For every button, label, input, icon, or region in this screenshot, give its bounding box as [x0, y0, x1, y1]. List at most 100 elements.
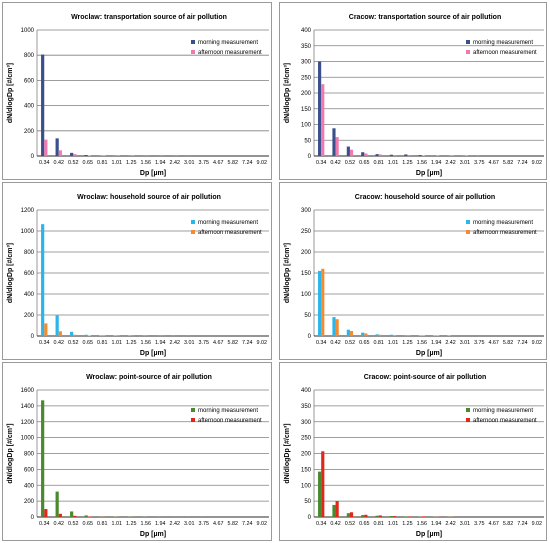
x-tick-label: 1.01 [388, 160, 399, 166]
chart-title: Cracow: point-source of air pollution [364, 374, 487, 381]
bar [389, 334, 394, 336]
y-tick-label: 0 [31, 515, 35, 521]
x-axis-label: Dp [µm] [416, 531, 442, 538]
bar [346, 329, 350, 336]
x-tick-label: 9.02 [257, 340, 268, 346]
bar [393, 155, 397, 156]
x-tick-label: 7.24 [242, 521, 253, 527]
y-tick-label: 400 [301, 388, 312, 394]
bar [321, 268, 325, 336]
x-tick-label: 1.94 [431, 160, 442, 166]
bar [407, 155, 411, 156]
bar [321, 84, 325, 156]
x-tick-label: 5.82 [228, 340, 239, 346]
x-tick-label: 0.34 [316, 521, 327, 527]
chart-panel: Cracow: transportation source of air pol… [279, 2, 547, 180]
bar [346, 146, 350, 156]
x-tick-label: 0.65 [83, 521, 94, 527]
bar [84, 334, 88, 336]
y-axis-label: dN/dlogDp [#/cm³] [7, 63, 14, 123]
x-tick-label: 0.42 [330, 521, 341, 527]
x-tick-label: 1.56 [417, 340, 428, 346]
bar [99, 335, 103, 336]
x-tick-label: 0.34 [316, 160, 327, 166]
x-tick-label: 1.94 [155, 340, 166, 346]
y-tick-label: 1000 [21, 436, 35, 442]
legend-swatch [191, 50, 195, 54]
bar [55, 491, 59, 517]
x-tick-label: 0.42 [54, 340, 65, 346]
bar [361, 152, 365, 156]
x-tick-label: 0.81 [373, 160, 384, 166]
y-tick-label: 400 [24, 292, 35, 298]
x-tick-label: 7.24 [517, 521, 528, 527]
y-tick-label: 1600 [21, 388, 35, 394]
bar [70, 511, 74, 517]
bar [44, 509, 48, 517]
x-tick-label: 0.42 [54, 521, 65, 527]
bar [375, 154, 379, 156]
x-tick-label: 2.42 [170, 340, 181, 346]
bar [332, 128, 336, 156]
x-tick-label: 5.82 [503, 340, 514, 346]
legend-swatch [466, 230, 470, 234]
x-tick-label: 7.24 [517, 160, 528, 166]
x-tick-label: 1.01 [388, 340, 399, 346]
bar [318, 471, 322, 517]
x-tick-label: 1.25 [126, 340, 137, 346]
chart-panel: Cracow: household source of air pollutio… [279, 182, 547, 360]
y-tick-label: 50 [304, 499, 311, 505]
bar [361, 515, 365, 517]
y-tick-label: 1000 [21, 229, 35, 235]
bar [378, 515, 382, 517]
x-tick-label: 1.94 [431, 340, 442, 346]
bar [318, 270, 322, 336]
bar [99, 155, 103, 156]
y-tick-label: 400 [24, 483, 35, 489]
x-tick-label: 1.56 [141, 160, 152, 166]
x-axis-label: Dp [µm] [140, 350, 166, 357]
legend-swatch [466, 40, 470, 44]
bar [87, 155, 91, 156]
chart-svg: Cracow: household source of air pollutio… [284, 194, 544, 357]
y-tick-label: 150 [301, 107, 312, 113]
legend-label: morning measurement [198, 408, 258, 414]
x-tick-label: 0.52 [68, 340, 79, 346]
y-tick-label: 200 [24, 499, 35, 505]
x-tick-label: 5.82 [503, 160, 514, 166]
x-tick-label: 1.01 [112, 521, 123, 527]
y-tick-label: 1200 [21, 420, 35, 426]
x-tick-label: 3.75 [474, 160, 485, 166]
x-tick-label: 9.02 [532, 160, 543, 166]
legend-label: afternoon measurement [473, 50, 537, 56]
x-tick-label: 0.42 [330, 340, 341, 346]
bar [73, 154, 77, 156]
y-tick-label: 1400 [21, 404, 35, 410]
legend-label: morning measurement [473, 220, 533, 226]
x-tick-label: 0.52 [345, 340, 356, 346]
bar [73, 515, 77, 517]
x-tick-label: 2.42 [445, 340, 456, 346]
bar [335, 137, 339, 156]
x-tick-label: 0.34 [39, 521, 50, 527]
chart-panel: Wroclaw: point-source of air pollution 0 2… [2, 362, 272, 541]
legend-label: morning measurement [473, 40, 533, 46]
x-tick-label: 0.65 [359, 160, 370, 166]
x-tick-label: 0.65 [359, 521, 370, 527]
bar [349, 149, 354, 156]
bar [364, 333, 368, 336]
y-tick-label: 100 [301, 483, 312, 489]
chart-title: Wroclaw: transportation source of air po… [71, 14, 227, 21]
y-tick-label: 250 [301, 75, 312, 81]
bar [87, 335, 91, 336]
y-tick-label: 150 [301, 467, 312, 473]
x-tick-label: 0.52 [68, 160, 79, 166]
x-axis-label: Dp [µm] [140, 531, 166, 538]
bar [378, 334, 382, 336]
legend-label: afternoon measurement [473, 418, 537, 424]
bar [364, 514, 368, 517]
legend-label: morning measurement [473, 408, 533, 414]
x-tick-label: 0.81 [97, 340, 108, 346]
x-tick-label: 9.02 [532, 340, 543, 346]
